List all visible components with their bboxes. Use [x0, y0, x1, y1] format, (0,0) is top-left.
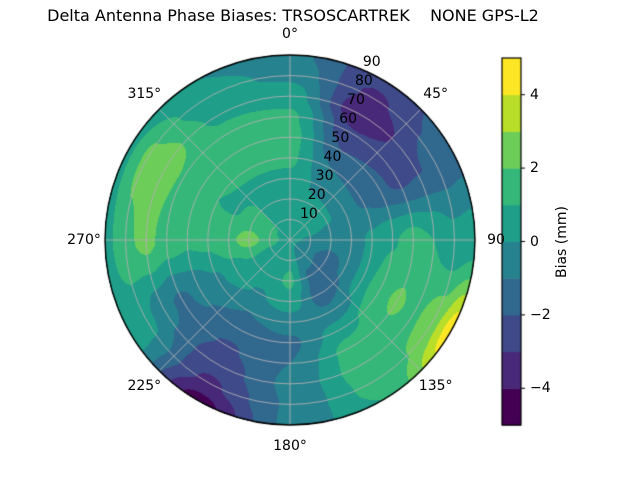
colorbar-tick-label: −2	[530, 306, 551, 323]
radial-tick-label: 40	[323, 149, 342, 166]
angular-tick-label: 180°	[273, 438, 307, 454]
radial-tick-label: 70	[347, 92, 365, 109]
radial-tick-label: 90	[362, 54, 381, 71]
colorbar-tick-label: −4	[530, 380, 551, 397]
colorbar-tick-label: 0	[530, 233, 539, 250]
colorbar-axis-label: Bias (mm)	[554, 205, 570, 279]
angular-tick-label: 270°	[67, 232, 101, 248]
angular-tick-label: 90	[487, 232, 505, 248]
angular-tick-label: 315°	[127, 86, 162, 103]
radial-tick-label: 30	[315, 168, 334, 185]
colorbar-tick-label: 2	[530, 160, 539, 177]
radial-tick-label: 80	[355, 73, 373, 90]
radial-tick-label: 50	[331, 130, 350, 147]
angular-tick-label: 0°	[282, 26, 298, 42]
radial-tick-label: 10	[299, 206, 318, 222]
radial-tick-label: 20	[307, 187, 326, 204]
angular-tick-label: 225°	[127, 377, 162, 394]
chart-title: Delta Antenna Phase Biases: TRSOSCARTREK…	[47, 6, 539, 25]
angular-tick-label: 45°	[423, 86, 449, 103]
colorbar-tick-label: 4	[530, 86, 539, 103]
radial-tick-label: 60	[339, 111, 358, 128]
angular-tick-label: 135°	[418, 377, 453, 394]
